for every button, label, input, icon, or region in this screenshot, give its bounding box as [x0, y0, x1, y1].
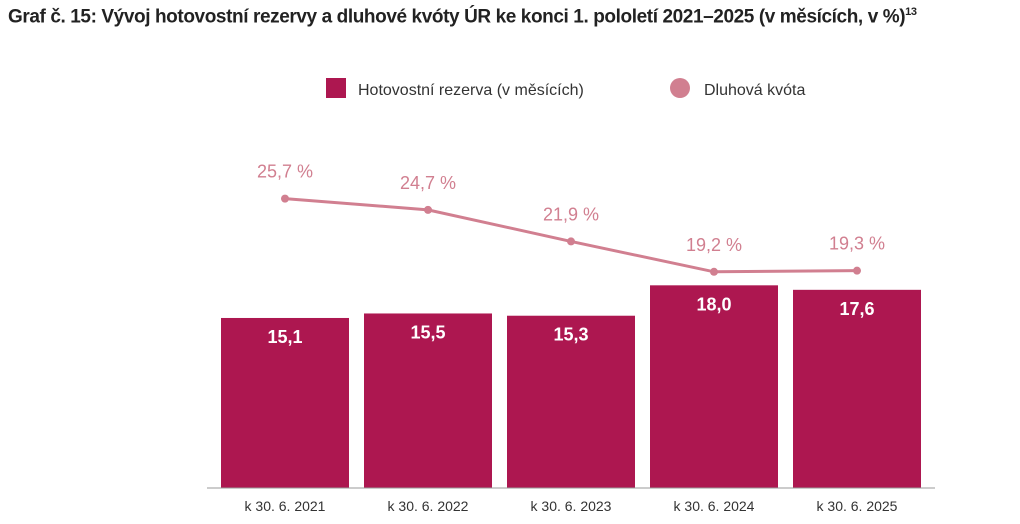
line-point	[710, 267, 718, 276]
x-tick-label: k 30. 6. 2025	[817, 498, 898, 514]
legend-label-line: Dluhová kvóta	[704, 82, 805, 99]
bar	[793, 289, 921, 488]
chart-title: Graf č. 15: Vývoj hotovostní rezervy a d…	[8, 6, 917, 28]
line-point	[281, 194, 289, 203]
line-point	[424, 205, 432, 214]
x-tick-label: k 30. 6. 2023	[531, 498, 612, 514]
footnote-ref: 13	[905, 6, 917, 18]
line-value-label: 19,2 %	[686, 235, 742, 255]
bar-value-label: 17,6	[839, 299, 874, 319]
bar	[364, 313, 492, 488]
line-point	[853, 266, 861, 275]
line-value-label: 25,7 %	[257, 162, 313, 182]
line-point	[567, 237, 575, 246]
legend-label-bar: Hotovostní rezerva (v měsících)	[358, 82, 584, 99]
bar-value-label: 18,0	[696, 294, 731, 314]
x-tick-label: k 30. 6. 2021	[245, 498, 326, 514]
line-value-label: 24,7 %	[400, 173, 456, 193]
bar-value-label: 15,3	[553, 325, 588, 345]
x-tick-label: k 30. 6. 2022	[388, 498, 469, 514]
line-value-label: 21,9 %	[543, 204, 599, 224]
bar-value-label: 15,1	[267, 327, 302, 347]
line-value-label: 19,3 %	[829, 234, 885, 254]
x-tick-label: k 30. 6. 2024	[674, 498, 755, 514]
legend-swatch-bar	[326, 78, 346, 98]
legend-swatch-line	[670, 78, 690, 98]
legend: Hotovostní rezerva (v měsících) Dluhová …	[326, 78, 805, 99]
bar	[221, 317, 349, 488]
bar	[507, 315, 635, 488]
bar-value-label: 15,5	[410, 322, 445, 342]
bar	[650, 285, 778, 488]
chart-title-text: Graf č. 15: Vývoj hotovostní rezervy a d…	[8, 6, 906, 28]
